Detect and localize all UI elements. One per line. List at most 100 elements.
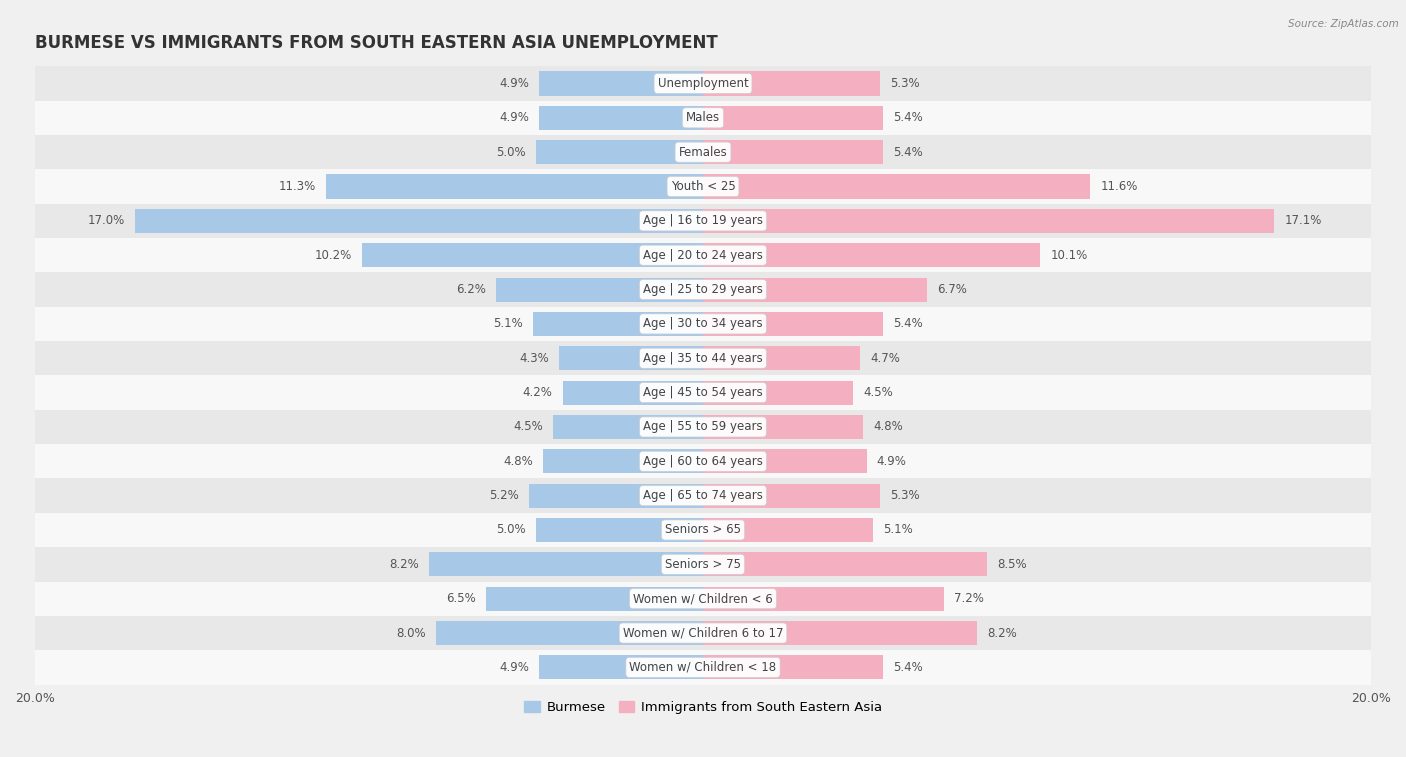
Text: 4.9%: 4.9%: [499, 661, 529, 674]
Text: 7.2%: 7.2%: [953, 592, 983, 605]
Text: Age | 25 to 29 years: Age | 25 to 29 years: [643, 283, 763, 296]
Bar: [35, 581, 1371, 616]
Text: 5.4%: 5.4%: [893, 317, 924, 330]
Bar: [529, 484, 703, 508]
Bar: [35, 478, 1371, 512]
Bar: [35, 444, 1371, 478]
Text: Youth < 25: Youth < 25: [671, 180, 735, 193]
Bar: [35, 616, 1371, 650]
Text: 10.1%: 10.1%: [1050, 249, 1088, 262]
Bar: [703, 312, 883, 336]
Text: 4.8%: 4.8%: [873, 420, 903, 434]
Bar: [703, 415, 863, 439]
Text: Seniors > 65: Seniors > 65: [665, 524, 741, 537]
Text: 11.6%: 11.6%: [1101, 180, 1137, 193]
Bar: [703, 587, 943, 611]
Bar: [429, 553, 703, 576]
Text: 5.3%: 5.3%: [890, 489, 920, 502]
Legend: Burmese, Immigrants from South Eastern Asia: Burmese, Immigrants from South Eastern A…: [524, 701, 882, 714]
Text: Age | 30 to 34 years: Age | 30 to 34 years: [643, 317, 763, 330]
Bar: [703, 71, 880, 95]
Bar: [486, 587, 703, 611]
Text: 6.5%: 6.5%: [446, 592, 475, 605]
Text: Age | 65 to 74 years: Age | 65 to 74 years: [643, 489, 763, 502]
Bar: [363, 243, 703, 267]
Bar: [35, 204, 1371, 238]
Bar: [436, 621, 703, 645]
Bar: [703, 484, 880, 508]
Bar: [496, 278, 703, 301]
Text: 5.2%: 5.2%: [489, 489, 519, 502]
Text: 4.9%: 4.9%: [499, 77, 529, 90]
Bar: [135, 209, 703, 233]
Text: Age | 20 to 24 years: Age | 20 to 24 years: [643, 249, 763, 262]
Text: 4.8%: 4.8%: [503, 455, 533, 468]
Bar: [540, 656, 703, 679]
Bar: [35, 170, 1371, 204]
Bar: [540, 106, 703, 130]
Bar: [703, 518, 873, 542]
Text: Unemployment: Unemployment: [658, 77, 748, 90]
Bar: [35, 307, 1371, 341]
Text: Age | 45 to 54 years: Age | 45 to 54 years: [643, 386, 763, 399]
Bar: [543, 449, 703, 473]
Text: 6.2%: 6.2%: [456, 283, 486, 296]
Bar: [703, 209, 1274, 233]
Bar: [533, 312, 703, 336]
Text: 5.4%: 5.4%: [893, 111, 924, 124]
Text: 4.3%: 4.3%: [520, 352, 550, 365]
Text: 8.5%: 8.5%: [997, 558, 1026, 571]
Bar: [703, 278, 927, 301]
Bar: [553, 415, 703, 439]
Text: BURMESE VS IMMIGRANTS FROM SOUTH EASTERN ASIA UNEMPLOYMENT: BURMESE VS IMMIGRANTS FROM SOUTH EASTERN…: [35, 34, 717, 52]
Bar: [536, 518, 703, 542]
Text: 10.2%: 10.2%: [315, 249, 353, 262]
Text: 8.2%: 8.2%: [389, 558, 419, 571]
Bar: [703, 243, 1040, 267]
Text: 5.0%: 5.0%: [496, 145, 526, 159]
Bar: [536, 140, 703, 164]
Text: 17.1%: 17.1%: [1284, 214, 1322, 227]
Text: 4.9%: 4.9%: [877, 455, 907, 468]
Text: 8.2%: 8.2%: [987, 627, 1017, 640]
Text: 17.0%: 17.0%: [89, 214, 125, 227]
Text: Age | 60 to 64 years: Age | 60 to 64 years: [643, 455, 763, 468]
Bar: [703, 106, 883, 130]
Bar: [703, 553, 987, 576]
Text: 5.4%: 5.4%: [893, 145, 924, 159]
Text: Age | 55 to 59 years: Age | 55 to 59 years: [643, 420, 763, 434]
Bar: [35, 650, 1371, 684]
Text: 5.3%: 5.3%: [890, 77, 920, 90]
Text: 4.7%: 4.7%: [870, 352, 900, 365]
Bar: [703, 346, 860, 370]
Text: Females: Females: [679, 145, 727, 159]
Text: 5.1%: 5.1%: [494, 317, 523, 330]
Text: Source: ZipAtlas.com: Source: ZipAtlas.com: [1288, 19, 1399, 29]
Text: Age | 35 to 44 years: Age | 35 to 44 years: [643, 352, 763, 365]
Text: 4.9%: 4.9%: [499, 111, 529, 124]
Text: 5.0%: 5.0%: [496, 524, 526, 537]
Text: Women w/ Children 6 to 17: Women w/ Children 6 to 17: [623, 627, 783, 640]
Bar: [326, 175, 703, 198]
Bar: [562, 381, 703, 405]
Bar: [703, 140, 883, 164]
Bar: [35, 547, 1371, 581]
Bar: [703, 656, 883, 679]
Bar: [35, 67, 1371, 101]
Text: Males: Males: [686, 111, 720, 124]
Text: 5.1%: 5.1%: [883, 524, 912, 537]
Bar: [35, 135, 1371, 170]
Bar: [35, 410, 1371, 444]
Bar: [35, 273, 1371, 307]
Text: 8.0%: 8.0%: [396, 627, 426, 640]
Bar: [560, 346, 703, 370]
Text: Seniors > 75: Seniors > 75: [665, 558, 741, 571]
Text: 11.3%: 11.3%: [278, 180, 315, 193]
Text: Women w/ Children < 6: Women w/ Children < 6: [633, 592, 773, 605]
Bar: [540, 71, 703, 95]
Bar: [35, 238, 1371, 273]
Text: 6.7%: 6.7%: [936, 283, 967, 296]
Text: Age | 16 to 19 years: Age | 16 to 19 years: [643, 214, 763, 227]
Bar: [35, 341, 1371, 375]
Bar: [35, 101, 1371, 135]
